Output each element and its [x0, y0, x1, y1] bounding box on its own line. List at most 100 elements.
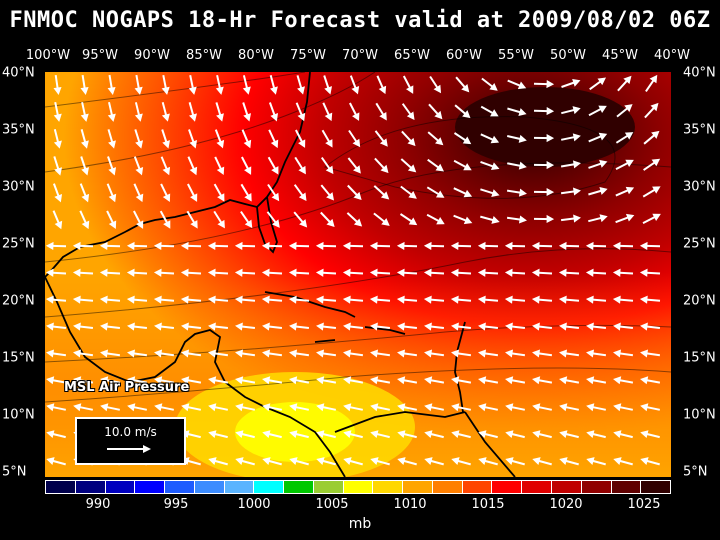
- wind-vector-head: [234, 268, 243, 277]
- wind-vector-head: [107, 86, 116, 95]
- wind-vector-head: [235, 376, 244, 385]
- wind-vector-head: [162, 166, 171, 176]
- wind-vector-head: [397, 349, 406, 358]
- colorbar-swatch: [194, 481, 225, 493]
- wind-vector-head: [613, 322, 621, 331]
- wind-vector-head: [208, 430, 217, 439]
- lon-label: 70°W: [342, 48, 378, 63]
- wind-vector-head: [518, 161, 527, 170]
- wind-vector-head: [408, 190, 417, 199]
- wind-vector-head: [450, 295, 459, 304]
- wind-vector-head: [134, 86, 143, 95]
- wind-vector-head: [406, 85, 414, 94]
- wind-vector-head: [396, 268, 405, 277]
- wind-vector-head: [451, 376, 460, 385]
- wind-vector-head: [369, 268, 378, 277]
- wind-vector-head: [243, 139, 252, 149]
- wind-vector-head: [572, 106, 581, 115]
- wind-vector-head: [180, 295, 189, 304]
- wind-vector-head: [478, 349, 487, 358]
- wind-vector-head: [316, 430, 325, 439]
- wind-vector-head: [613, 430, 622, 439]
- wind-vector-head: [315, 268, 324, 277]
- wind-vector-head: [154, 376, 163, 385]
- wind-vector-head: [559, 349, 568, 358]
- wind-vector-head: [406, 111, 415, 121]
- wind-vector-head: [478, 430, 487, 439]
- wind-vector-head: [625, 186, 635, 195]
- wind-vector-head: [559, 457, 568, 465]
- wind-vector-head: [424, 403, 433, 412]
- wind-vector-head: [135, 140, 144, 149]
- wind-vector-head: [81, 220, 90, 230]
- lat-label: 20°N: [2, 293, 35, 309]
- wind-vector-head: [586, 376, 595, 385]
- wind-vector-head: [189, 113, 197, 122]
- wind-vector-head: [546, 134, 555, 143]
- wind-vector-head: [586, 430, 595, 439]
- wind-vector-head: [46, 430, 55, 439]
- lat-label: 5°N: [683, 464, 708, 480]
- wind-vector-head: [316, 376, 325, 385]
- wind-vector-head: [262, 457, 271, 465]
- wind-vector-head: [462, 136, 472, 145]
- wind-vector-head: [505, 376, 514, 385]
- wind-vector-head: [244, 166, 252, 175]
- wind-vector-head: [651, 158, 661, 167]
- wind-vector-head: [163, 220, 171, 229]
- wind-vector-head: [585, 295, 594, 304]
- wind-vector-head: [107, 113, 116, 122]
- wind-vector-head: [54, 193, 63, 203]
- wind-vector-head: [623, 75, 632, 85]
- wind-vector-head: [235, 322, 243, 331]
- wind-vector-head: [652, 213, 661, 221]
- wind-vector-head: [558, 241, 567, 250]
- wind-vector-head: [126, 268, 135, 277]
- wind-vector-head: [559, 322, 567, 331]
- wind-vector-head: [640, 430, 649, 439]
- wind-vector-head: [504, 241, 513, 250]
- wind-vector-head: [315, 295, 324, 304]
- wind-vector-head: [270, 86, 278, 95]
- wind-vector-head: [298, 139, 306, 148]
- colorbar-swatch: [135, 481, 166, 493]
- wind-vector-head: [380, 191, 390, 200]
- wind-vector-head: [639, 241, 648, 250]
- colorbar-swatch: [313, 481, 344, 493]
- wind-vector-head: [127, 403, 136, 412]
- wind-vector-head: [316, 322, 324, 331]
- wind-vector-head: [353, 218, 363, 227]
- wind-vector-head: [625, 213, 635, 222]
- wind-vector-head: [271, 166, 279, 175]
- wind-vector-head: [126, 241, 135, 250]
- wind-vector-head: [477, 295, 486, 304]
- wind-vector-head: [424, 322, 432, 331]
- wind-vector-head: [531, 268, 540, 277]
- wind-vector-head: [572, 133, 581, 142]
- wind-vector-head: [297, 86, 305, 95]
- lon-label: 85°W: [186, 48, 222, 63]
- wind-vector-head: [343, 349, 352, 358]
- wind-vector-head: [289, 376, 298, 385]
- wind-vector-head: [559, 376, 568, 385]
- wind-vector-head: [613, 457, 622, 465]
- wind-vector-head: [207, 268, 216, 277]
- wind-vector-head: [262, 403, 271, 412]
- wind-vector-head: [599, 187, 608, 195]
- wind-vector-head: [208, 403, 217, 412]
- wind-vector-head: [612, 268, 621, 277]
- wind-vector-head: [154, 322, 162, 331]
- wind-vector-head: [297, 112, 306, 122]
- wind-vector-head: [558, 268, 567, 277]
- wind-vector-head: [154, 349, 163, 358]
- wind-vector-head: [53, 113, 62, 122]
- colorbar-swatch: [224, 481, 255, 493]
- wind-vector-head: [234, 295, 243, 304]
- lat-label: 30°N: [2, 179, 35, 195]
- wind-vector-head: [298, 165, 306, 175]
- field-label: MSL Air Pressure: [64, 380, 190, 395]
- wind-vector-head: [54, 167, 63, 176]
- wind-vector-head: [532, 322, 540, 331]
- wind-vector-head: [397, 403, 406, 412]
- wind-vector-head: [378, 85, 387, 95]
